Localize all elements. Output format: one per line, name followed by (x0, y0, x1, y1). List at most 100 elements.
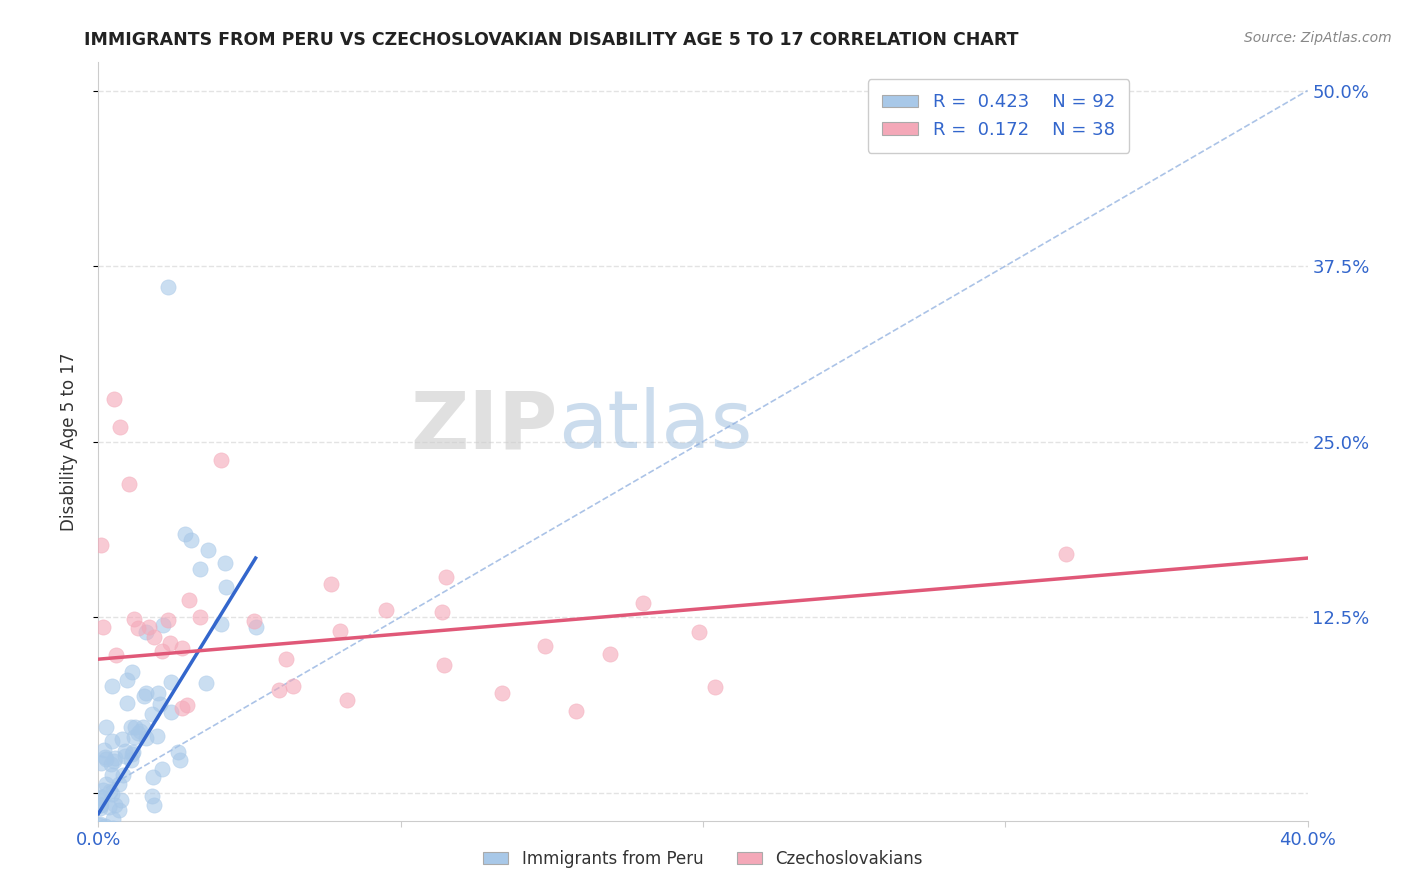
Point (599, 648, 621, 662)
Point (90, 789, 112, 804)
Point (177, 592, 200, 607)
Point (374, 603, 396, 617)
Point (143, 798, 166, 813)
Point (101, 768, 124, 782)
Point (156, 613, 179, 627)
Point (281, 679, 304, 693)
Point (91, 782, 114, 797)
Point (118, 476, 141, 491)
Point (491, 686, 513, 700)
Point (100, 679, 122, 693)
Point (534, 639, 557, 653)
Point (89, 798, 111, 813)
Point (188, 610, 211, 624)
Point (115, 696, 138, 710)
Point (90, 822, 112, 836)
Point (127, 725, 149, 739)
Point (433, 658, 456, 673)
Point (94, 840, 117, 855)
Point (122, 730, 145, 744)
Point (90, 798, 112, 813)
Text: ZIP: ZIP (411, 387, 558, 466)
Point (166, 745, 188, 759)
Point (90, 538, 112, 552)
Point (434, 569, 457, 583)
Point (114, 749, 136, 764)
Point (135, 686, 157, 700)
Point (1054, 547, 1077, 561)
Point (124, 720, 146, 734)
Point (209, 452, 232, 467)
Point (90, 756, 112, 771)
Point (91, 790, 114, 805)
Point (103, 392, 125, 407)
Point (94, 822, 117, 837)
Point (91, 854, 114, 868)
Point (121, 830, 143, 845)
Point (169, 753, 191, 767)
Point (243, 614, 266, 628)
Point (105, 648, 128, 662)
Point (138, 620, 160, 634)
Point (110, 732, 132, 747)
Point (100, 734, 122, 748)
Point (156, 280, 179, 294)
Point (96, 777, 118, 791)
Point (103, 754, 125, 768)
Point (195, 676, 218, 690)
Point (148, 686, 170, 700)
Point (152, 762, 174, 776)
Text: Source: ZipAtlas.com: Source: ZipAtlas.com (1244, 31, 1392, 45)
Point (96, 825, 118, 839)
Point (135, 624, 157, 639)
Point (174, 526, 197, 541)
Y-axis label: Disability Age 5 to 17: Disability Age 5 to 17 (59, 352, 77, 531)
Point (121, 747, 143, 762)
Point (170, 701, 193, 715)
Text: atlas: atlas (558, 387, 752, 466)
Point (160, 705, 183, 719)
Point (114, 829, 136, 843)
Point (93, 841, 115, 855)
Point (141, 706, 163, 721)
Point (101, 821, 124, 835)
Point (329, 624, 352, 639)
Point (89, 801, 111, 815)
Point (104, 798, 127, 813)
Point (101, 823, 124, 838)
Point (152, 618, 174, 632)
Point (132, 720, 155, 734)
Point (565, 704, 588, 718)
Point (214, 556, 236, 570)
Point (132, 846, 155, 860)
Point (141, 770, 163, 784)
Point (96, 822, 118, 836)
Point (90, 876, 112, 890)
Point (146, 729, 169, 743)
Point (631, 596, 654, 610)
Point (94, 752, 117, 766)
Point (94, 819, 117, 833)
Point (90, 856, 112, 871)
Point (96, 720, 118, 734)
Point (430, 605, 453, 619)
Point (176, 698, 198, 712)
Point (108, 776, 131, 790)
Point (180, 533, 202, 548)
Point (121, 745, 143, 759)
Point (98, 799, 121, 814)
Point (159, 675, 181, 690)
Point (114, 744, 136, 758)
Point (319, 577, 342, 591)
Point (108, 803, 131, 817)
Point (89, 817, 111, 831)
Point (93, 750, 115, 764)
Point (141, 789, 163, 803)
Point (188, 562, 211, 576)
Point (120, 753, 142, 767)
Point (91, 620, 114, 634)
Point (209, 616, 232, 631)
Point (112, 768, 135, 782)
Point (98, 784, 121, 798)
Point (214, 580, 236, 594)
